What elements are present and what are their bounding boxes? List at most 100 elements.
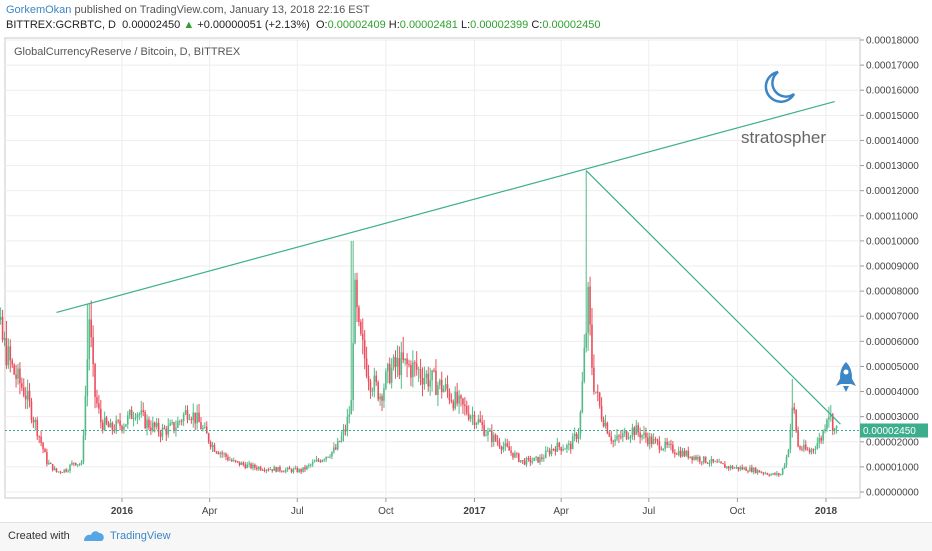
candle-body [269,469,272,471]
candle-body [573,433,576,437]
candle-body [163,427,166,429]
candle-body [600,405,603,420]
candle-body [340,435,343,442]
candle-body [675,453,678,455]
trendline[interactable] [56,100,835,314]
candle-body [227,456,229,460]
candle-body [429,380,431,387]
y-axis[interactable]: 0.00000000 0.00001000 0.00002000 0.00003000… [860,36,919,499]
plot-area[interactable] [4,37,861,499]
candle-body [408,364,410,365]
x-axis[interactable]: 2016 Apr Jul Oct 2017 Apr Jul Oct 2018 [111,498,838,517]
candle-body [134,417,137,419]
candle-body [304,467,306,470]
candle-body [342,429,345,436]
candle-body [566,445,568,449]
candle-body [631,427,634,437]
y-tick-label: 0.00008000 [866,287,919,298]
candle-body [581,381,584,413]
candle-body [177,421,179,428]
candle-body [556,442,559,452]
candle-body [202,427,204,430]
candle-body [516,453,518,455]
candle-body [317,459,320,461]
candle-body [552,448,555,450]
candle-body [17,368,19,379]
candle-body [190,419,193,421]
candle-body [136,414,139,418]
candle-body [21,383,23,388]
candle-body [86,359,89,397]
candle-body [506,443,509,447]
candle-body [726,466,728,468]
candle-body [121,425,123,430]
candle-body [308,464,310,466]
candle-body [491,431,493,442]
tradingview-link[interactable]: TradingView [110,530,171,542]
candle-body [774,473,776,475]
y-tick-label: 0.00011000 [866,211,919,222]
candle-body [810,449,813,453]
candle-body [610,436,613,441]
candle-body [51,463,54,471]
candle-body [544,450,547,458]
candle-body [9,346,12,361]
candle-body [338,441,341,442]
candle-body [770,474,772,476]
candle-body [724,464,726,468]
candle-body [464,404,466,407]
candle-body [517,453,520,462]
candle-body [618,435,620,437]
candles [0,170,838,477]
trendlines[interactable] [56,100,841,425]
candle-body [150,427,152,431]
author-link[interactable]: GorkemOkan [6,4,72,16]
candle-body [554,448,557,452]
candle-body [727,466,730,469]
tradingview-logo-icon[interactable] [82,529,106,543]
candle-body [560,447,562,451]
candle-body [814,448,817,450]
candle-body [498,442,501,447]
candle-body [494,434,497,441]
candle-body [296,468,299,472]
x-tick-label: Apr [553,506,569,517]
candle-body [593,367,595,392]
candle-body [442,388,445,393]
candle-body [259,467,262,470]
candle-body [335,447,337,450]
y-tick-label: 0.00004000 [866,387,919,398]
candle-body [456,391,458,404]
candle-body [479,419,482,423]
candle-body [142,410,144,413]
candle-body [577,434,580,440]
candle-body [138,414,141,416]
candle-body [662,448,665,450]
candle-body [115,420,118,432]
candle-body [575,433,578,440]
candle-body [450,400,453,402]
candle-body [492,434,495,442]
candle-body [284,469,287,472]
candle-body [776,473,778,475]
open-label: O: [315,19,328,31]
price-chart[interactable]: GlobalCurrencyReserve / Bitcoin, D, BITT… [0,0,932,522]
y-tick-label: 0.00007000 [866,312,919,323]
candle-body [660,449,663,451]
candle-body [831,414,834,431]
candle-body [109,422,112,428]
trendline[interactable] [585,170,841,425]
candle-body [46,452,48,465]
candle-body [100,408,102,423]
candle-body [383,388,385,401]
candle-body [435,370,437,395]
candle-body [3,338,6,340]
grid [5,38,860,498]
candle-body [623,431,626,434]
candle-body [596,391,599,393]
candle-body [828,416,830,420]
candle-body [756,470,759,473]
y-tick-label: 0.00009000 [866,262,919,273]
candle-body [30,401,33,421]
candle-body [325,456,327,460]
